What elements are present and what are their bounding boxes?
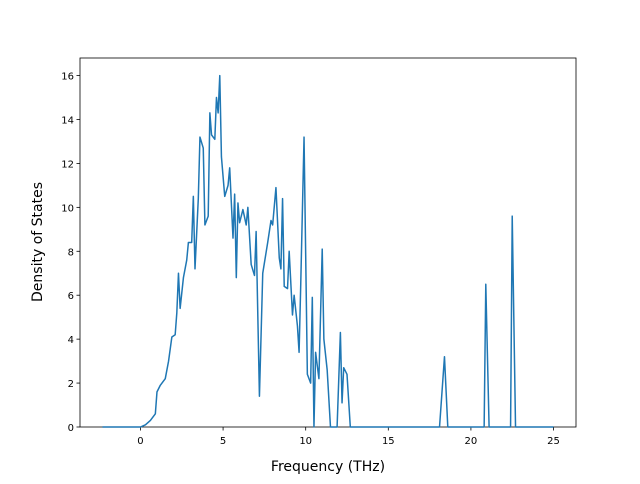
plot-frame (79, 57, 577, 428)
x-tick-label: 15 (382, 436, 395, 447)
y-tick-label: 16 (61, 72, 74, 83)
y-axis-label: Density of States (30, 182, 46, 302)
x-tick-label: 25 (547, 436, 560, 447)
data-line (102, 74, 554, 428)
x-tick-label: 0 (137, 436, 143, 447)
x-tick-label: 20 (465, 436, 478, 447)
y-tick-label: 6 (68, 291, 74, 302)
y-tick-label: 14 (61, 116, 74, 127)
y-tick-label: 12 (61, 159, 74, 170)
y-tick-label: 10 (61, 203, 74, 214)
x-axis-label: Frequency (THz) (271, 459, 385, 475)
x-tick-label: 10 (299, 436, 312, 447)
y-tick-label: 2 (68, 379, 74, 390)
y-tick-label: 8 (68, 247, 74, 258)
y-tick-label: 0 (68, 423, 74, 434)
y-tick-label: 4 (68, 335, 74, 346)
x-tick-label: 5 (220, 436, 226, 447)
